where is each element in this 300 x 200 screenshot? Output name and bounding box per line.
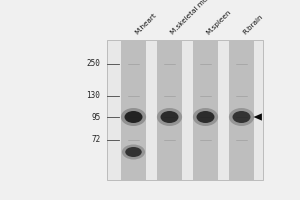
- Text: 95: 95: [91, 112, 101, 121]
- Ellipse shape: [229, 108, 254, 126]
- Ellipse shape: [124, 111, 142, 123]
- Ellipse shape: [125, 147, 142, 157]
- Text: 72: 72: [91, 136, 101, 144]
- Ellipse shape: [122, 144, 145, 160]
- Polygon shape: [254, 113, 262, 121]
- Bar: [193, 40, 218, 180]
- Bar: [157, 40, 182, 180]
- Text: R.brain: R.brain: [242, 14, 264, 36]
- Text: M.skeletal muscle: M.skeletal muscle: [169, 0, 219, 36]
- Bar: [121, 40, 146, 180]
- Ellipse shape: [157, 108, 182, 126]
- Ellipse shape: [121, 108, 146, 126]
- Ellipse shape: [196, 111, 214, 123]
- Ellipse shape: [193, 108, 218, 126]
- Text: M.heart: M.heart: [134, 12, 158, 36]
- Ellipse shape: [160, 111, 178, 123]
- Bar: [106, 40, 262, 180]
- Text: 250: 250: [87, 60, 100, 68]
- Text: 130: 130: [87, 92, 100, 100]
- Bar: [229, 40, 254, 180]
- Text: M.spleen: M.spleen: [206, 9, 233, 36]
- Ellipse shape: [232, 111, 250, 123]
